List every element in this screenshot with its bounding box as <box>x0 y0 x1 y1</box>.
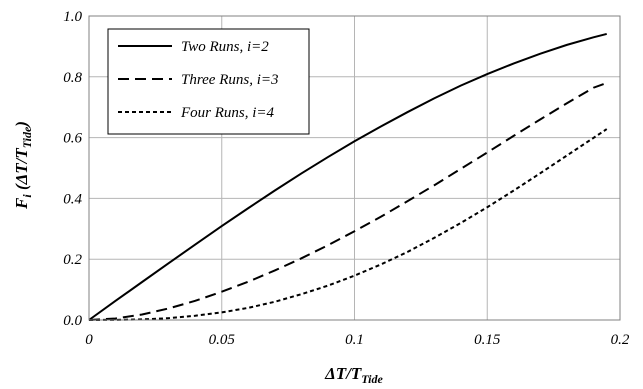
x-tick-labels: 0 0.05 0.1 0.15 0.2 <box>85 332 630 348</box>
y-axis-label-sub: Tide <box>20 126 34 148</box>
y-axis-label-mid: (ΔT/T <box>12 148 31 195</box>
legend-label-1: Two Runs, i=2 <box>181 39 269 55</box>
y-tick-label: 1.0 <box>63 9 82 25</box>
x-tick-label: 0 <box>85 332 93 348</box>
series-lines <box>88 32 608 321</box>
plot-frame <box>88 15 621 321</box>
legend-box <box>107 28 310 135</box>
x-axis-label: ΔT/TTide <box>324 364 383 386</box>
y-axis-label-sub-i: i <box>20 194 34 198</box>
legend-label-2: Three Runs, i=3 <box>181 72 278 88</box>
y-axis-label-main: F <box>12 197 31 210</box>
y-tick-label: 0.2 <box>63 252 82 268</box>
series-line-1 <box>88 32 607 321</box>
x-tick-label: 0.05 <box>209 332 236 348</box>
y-tick-label: 0.8 <box>63 70 82 86</box>
x-tick-label: 0.2 <box>611 332 630 348</box>
x-tick-label: 0.1 <box>345 332 364 348</box>
legend-label-3: Four Runs, i=4 <box>180 105 275 121</box>
x-axis-label-main: ΔT/T <box>324 364 362 383</box>
y-tick-labels: 0.0 0.2 0.4 0.6 0.8 1.0 <box>63 9 82 329</box>
x-axis-label-sub: Tide <box>361 372 383 386</box>
legend: Two Runs, i=2 Three Runs, i=3 Four Runs, i… <box>107 28 310 135</box>
y-tick-label: 0.4 <box>63 191 82 207</box>
x-tick-label: 0.15 <box>474 332 501 348</box>
series-line-3 <box>88 128 608 321</box>
y-tick-label: 0.6 <box>63 131 82 147</box>
y-axis-label: Fi (ΔT/TTide) <box>12 121 34 210</box>
series-line-2 <box>88 81 608 321</box>
y-tick-label: 0.0 <box>63 313 82 329</box>
y-axis-label-end: ) <box>12 121 31 129</box>
